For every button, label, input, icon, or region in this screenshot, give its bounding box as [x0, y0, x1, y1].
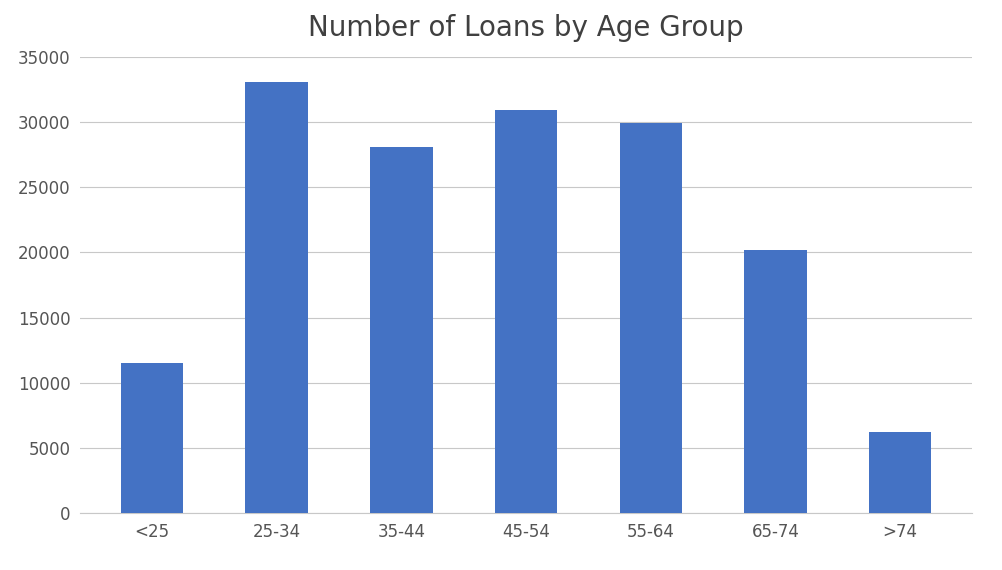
Bar: [370, 147, 433, 513]
Bar: [245, 82, 308, 513]
Bar: [744, 250, 807, 513]
Bar: [120, 363, 183, 513]
Bar: [869, 432, 932, 513]
Bar: [619, 124, 682, 513]
Bar: [495, 111, 557, 513]
Title: Number of Loans by Age Group: Number of Loans by Age Group: [309, 14, 743, 42]
